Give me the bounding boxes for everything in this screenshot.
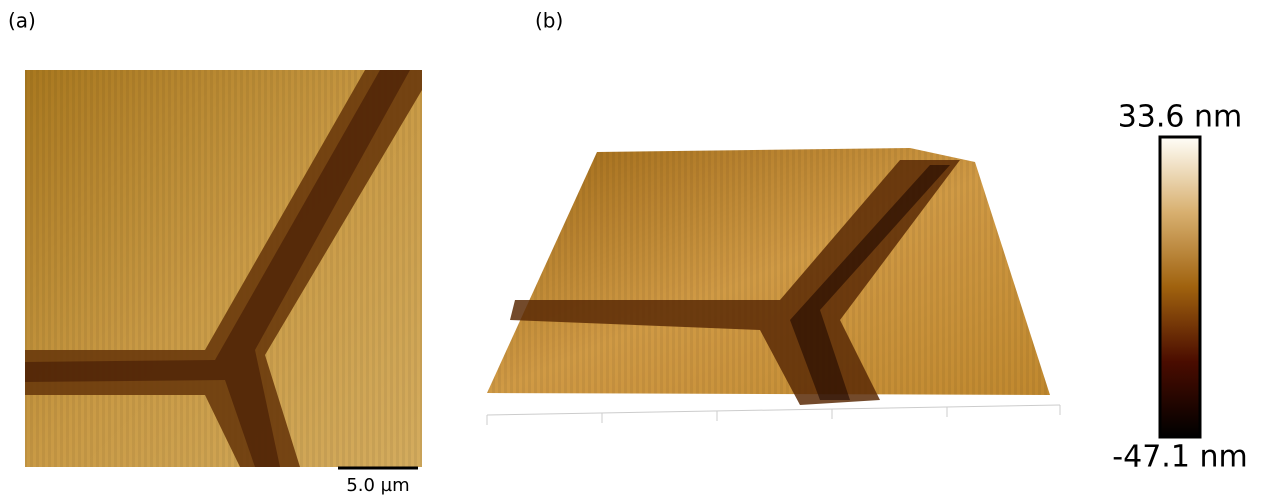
afm-image-b [487,148,1050,405]
colorbar [1160,137,1200,437]
scale-bar-label: 5.0 µm [346,475,409,496]
afm-image-a [25,70,422,467]
panel-label: (a) [8,9,36,33]
axis-box [487,405,1060,425]
panel-label: (b) [535,9,563,33]
figure: (a) (b) 5.0 µm 33.6 nm -47.1 nm [0,0,1266,500]
colorbar-min-label: -47.1 nm [1112,440,1247,475]
colorbar-max-label: 33.6 nm [1118,100,1243,135]
